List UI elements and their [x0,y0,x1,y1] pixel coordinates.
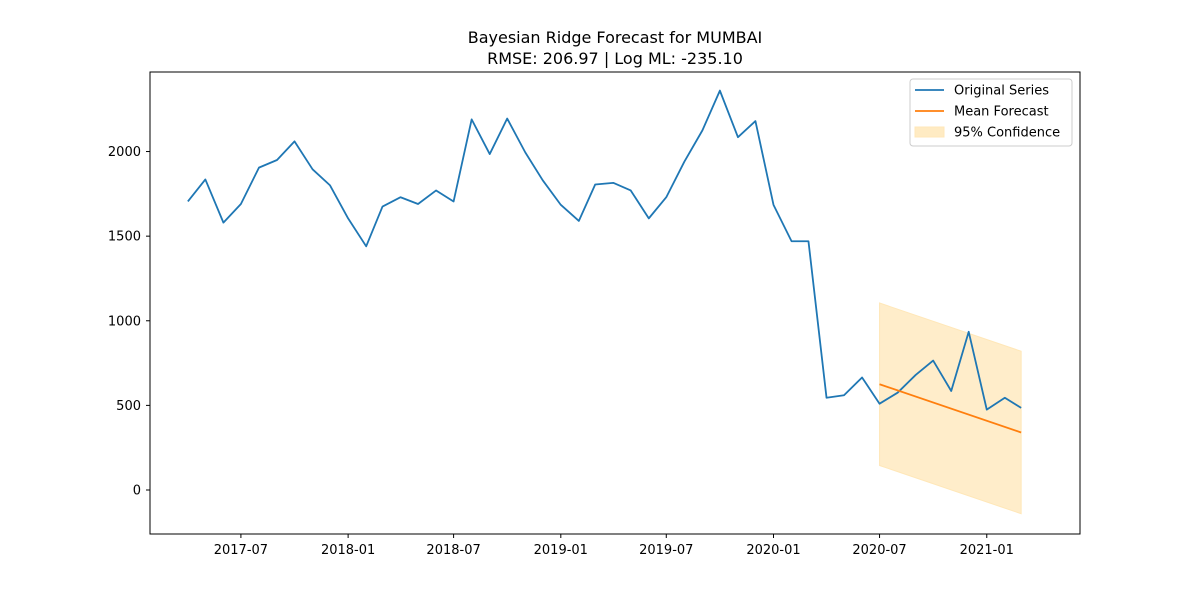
original-series-point [950,390,952,392]
original-series-point [240,203,242,205]
original-series-point [560,204,562,206]
x-tick-label: 2020-01 [746,543,800,558]
original-series-point [294,140,296,142]
plot-frame [149,71,1081,535]
original-series-point [826,397,828,399]
original-series-line [187,89,1022,411]
y-tick-label: 1000 [108,314,141,329]
y-axis: 0 500 1000 1500 2000 [108,145,150,499]
original-series-point [683,161,685,163]
original-series-point [365,245,367,247]
original-series-point [843,394,845,396]
original-series-point [754,120,756,122]
original-series-point [897,392,899,394]
original-series-point [222,222,224,224]
original-series-point [772,204,774,206]
original-series-point [665,196,667,198]
original-series-point [737,136,739,138]
original-series-point [648,217,650,219]
legend: Original Series Mean Forecast 95% Confiden… [909,78,1073,147]
y-tick-label: 1500 [108,230,141,245]
original-series-point [312,168,314,170]
legend-swatch-confidence [914,126,945,138]
y-tick-label: 2000 [108,145,141,160]
original-series-point [417,203,419,205]
original-series-point [1020,407,1022,409]
legend-label-confidence: 95% Confidence [954,126,1060,141]
original-series-point [807,240,809,242]
x-tick-label: 2021-01 [960,543,1014,558]
original-series-point [578,220,580,222]
original-series-point [542,179,544,181]
original-series-point [276,159,278,161]
mean-forecast-line [879,383,1022,434]
x-tick-label: 2018-07 [426,543,480,558]
original-series-point [986,409,988,411]
original-series-point [915,374,917,376]
original-series-point [489,153,491,155]
original-series-point [612,182,614,184]
x-tick-label: 2019-01 [534,543,588,558]
legend-label-mean-forecast: Mean Forecast [954,105,1049,120]
original-series-point [1004,397,1006,399]
original-series-point [471,118,473,120]
original-series-point [347,217,349,219]
x-tick-label: 2018-01 [321,543,375,558]
original-series-point [435,189,437,191]
chart-subtitle: RMSE: 206.97 | Log ML: -235.10 [487,49,743,68]
original-series-point [594,184,596,186]
plot-area [187,89,1022,515]
original-series-point [453,200,455,202]
x-axis: 2017-07 2018-01 2018-07 2019-01 2019-07 2020-… [214,534,1014,558]
original-series-point [524,151,526,153]
original-series-point [701,129,703,131]
original-series-point [506,118,508,120]
original-series-point [187,200,189,202]
original-series-point [630,189,632,191]
original-series-point [932,360,934,362]
original-series-point [968,331,970,333]
x-tick-label: 2020-07 [852,543,906,558]
original-series-point [382,206,384,208]
original-series-point [204,178,206,180]
legend-label-original-series: Original Series [954,84,1049,99]
x-tick-label: 2019-07 [639,543,693,558]
original-series-point [329,184,331,186]
original-series-point [719,90,721,92]
y-tick-label: 500 [116,399,141,414]
original-series-point [861,376,863,378]
x-tick-label: 2017-07 [214,543,268,558]
y-tick-label: 0 [133,484,141,499]
legend-box [909,78,1073,147]
original-series-point [879,403,881,405]
original-series-point [258,167,260,169]
original-series-point [400,196,402,198]
chart-title: Bayesian Ridge Forecast for MUMBAI [468,28,763,47]
original-series-point [791,240,793,242]
